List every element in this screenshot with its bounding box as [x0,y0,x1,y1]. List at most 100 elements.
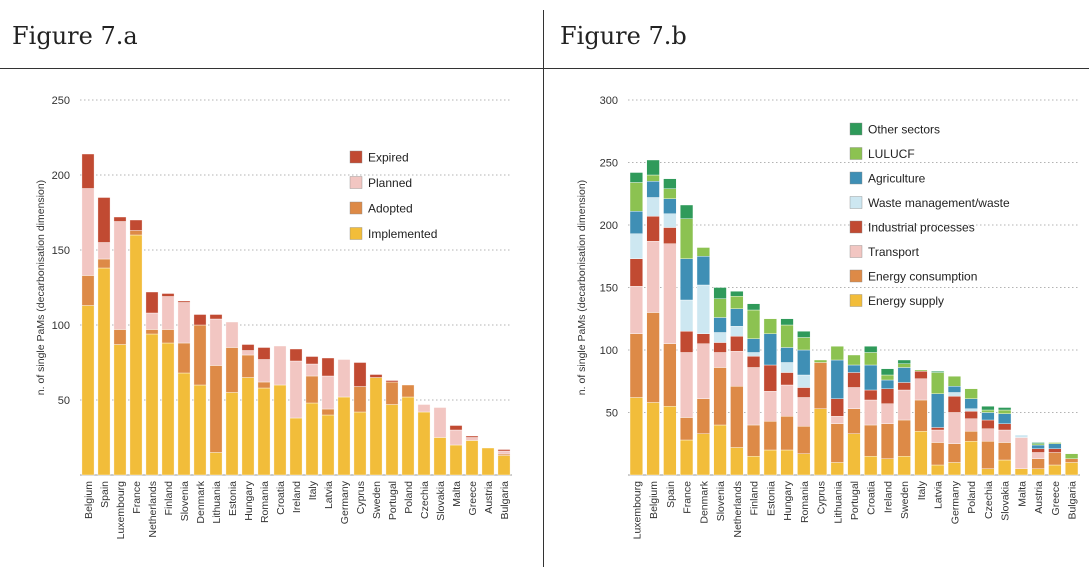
bar-segment [864,352,878,366]
bar-segment [337,396,351,476]
bar-segment [289,360,303,419]
bar-segment [730,336,744,352]
bar-segment [780,372,794,386]
bar-segment [1031,444,1045,449]
x-tick-label: Latvia [933,481,945,509]
legend-label: Energy supply [868,294,944,308]
bar-segment [113,344,127,476]
legend-swatch [849,122,863,136]
bar-segment [629,172,643,183]
bar-segment [629,397,643,476]
bar-segment [629,233,643,259]
x-tick-label: Denmark [195,480,207,523]
bar-segment [981,428,995,442]
legend-swatch [349,176,363,189]
x-tick-label: Bulgaria [1067,481,1079,520]
y-tick-label: 250 [600,158,618,170]
bar-segment [161,293,175,297]
bar-segment [998,442,1012,461]
bar-segment [813,408,828,476]
bar-segment [646,312,660,403]
bar-segment [780,362,794,373]
bar-segment [897,456,911,476]
bar-segment [964,411,978,419]
bar-segment [847,364,861,373]
bar-segment [289,417,303,476]
bar-segment [730,351,744,387]
x-tick-label: Estonia [765,481,777,516]
bar-segment [696,256,710,286]
bar-segment [1031,452,1045,459]
bar-segment [257,381,271,389]
bar-segment [847,387,861,409]
y-tick-label: 50 [58,395,70,407]
bar-segment [401,396,415,476]
x-tick-label: Sweden [371,481,383,519]
bar-segment [257,347,271,360]
bar-segment [433,407,447,438]
x-tick-label: Croatia [866,481,878,515]
bar-segment [1014,468,1028,476]
bar-segment [981,419,995,429]
bar-segment [401,384,415,398]
bar-segment [129,234,143,476]
bar-segment [696,247,710,257]
x-tick-label: Bulgaria [499,481,511,520]
bar-segment [663,243,677,344]
bar-segment [880,458,895,476]
bar-segment [145,312,159,330]
bar-segment [1065,462,1079,476]
bar-segment [629,182,643,212]
bar-segment [780,324,794,348]
x-tick-label: Netherlands [732,481,744,538]
bar-segment [730,386,744,448]
y-axis-label: n. of single PaMs (decarbonisation dimen… [576,180,588,395]
bar-segment [897,359,911,364]
bar-segment [113,329,127,345]
bar-segment [663,198,677,214]
bar-segment [663,227,677,244]
x-tick-label: Finland [749,481,761,516]
bar-segment [981,409,995,413]
bar-segment [465,440,479,476]
bar-segment [797,337,811,351]
bar-segment [746,309,761,339]
y-tick-label: 200 [52,170,70,182]
x-tick-label: Cyprus [816,481,828,514]
x-tick-label: Sweden [899,481,911,519]
bar-segment [847,372,861,388]
bar-segment [177,302,191,344]
bar-segment [417,411,431,476]
bar-segment [998,429,1012,443]
y-tick-label: 200 [600,220,618,232]
bar-segment [947,392,962,397]
bar-segment [225,321,239,348]
x-tick-label: Finland [163,481,175,516]
bar-segment [646,241,660,313]
bar-segment [646,159,660,176]
bar-segment [947,376,962,387]
bar-segment [947,443,962,463]
y-tick-label: 150 [600,283,618,295]
bar-segment [931,429,945,443]
bar-segment [897,419,911,457]
bar-segment [305,356,319,365]
x-tick-label: Slovenia [179,481,191,521]
bar-segment [97,267,111,476]
x-tick-label: Malta [451,481,463,507]
bar-segment [497,455,511,476]
bar-segment [129,219,143,231]
x-tick-label: Luxembourg [631,481,643,540]
bar-segment [353,386,367,413]
legend-label: Waste management/waste [868,196,1010,210]
bar-segment [161,329,175,344]
x-tick-label: Hungary [243,480,255,520]
bar-segment [646,197,660,217]
bar-segment [241,350,255,356]
bar-segment [847,408,861,434]
legend-label: Implemented [368,227,437,241]
bar-segment [113,221,127,330]
bar-segment [947,386,962,393]
bar-segment [257,359,271,383]
x-tick-label: Belgium [83,481,95,519]
